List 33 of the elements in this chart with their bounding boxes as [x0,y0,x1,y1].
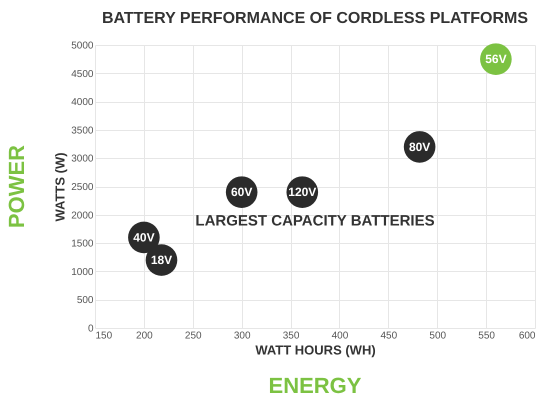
y-tick-label: 2000 [71,210,94,222]
x-tick-label: 150 [96,330,113,342]
y-tick-label: 5000 [71,40,94,52]
annotation: LARGEST CAPACITY BATTERIES [195,212,435,230]
y-tick-label: 1000 [71,266,94,278]
series-label: 18V [150,253,172,268]
y-tick-label: 4000 [71,97,94,108]
y-tick-label: 2500 [71,182,94,193]
series-label: 56V [485,52,507,66]
x-tick-label: 600 [518,330,536,342]
series-label: 60V [230,185,252,200]
y-axis-title: WATTS (W) [52,152,68,222]
text: POWER [4,144,29,228]
chart-title: BATTERY PERFORMANCE OF CORDLESS PLATFORMS [102,10,528,27]
x-tick-label: 500 [429,330,446,342]
x-tick-label: 400 [332,330,349,342]
x-tick-label: 300 [234,330,251,342]
series-label: 120V [288,185,316,200]
y-tick-label: 4500 [71,68,94,80]
x-tick-label: 550 [478,330,496,342]
y-tick-label: 3000 [71,154,94,165]
y-tick-label: 1500 [71,238,94,250]
x-axis-title: WATT HOURS (WH) [255,342,376,358]
series-label: 40V [133,230,155,244]
series-label: 80V [408,140,430,154]
x-tick-label: 250 [184,330,202,342]
y-tick-label: 500 [76,295,94,306]
x-tick-label: 450 [380,330,398,342]
x-tick-label: 350 [282,330,300,342]
x-tick-label: 200 [136,330,154,342]
y-tick-label: 3500 [71,125,94,136]
text: ENERGY [268,373,362,398]
y-tick-label: 0 [88,324,94,334]
